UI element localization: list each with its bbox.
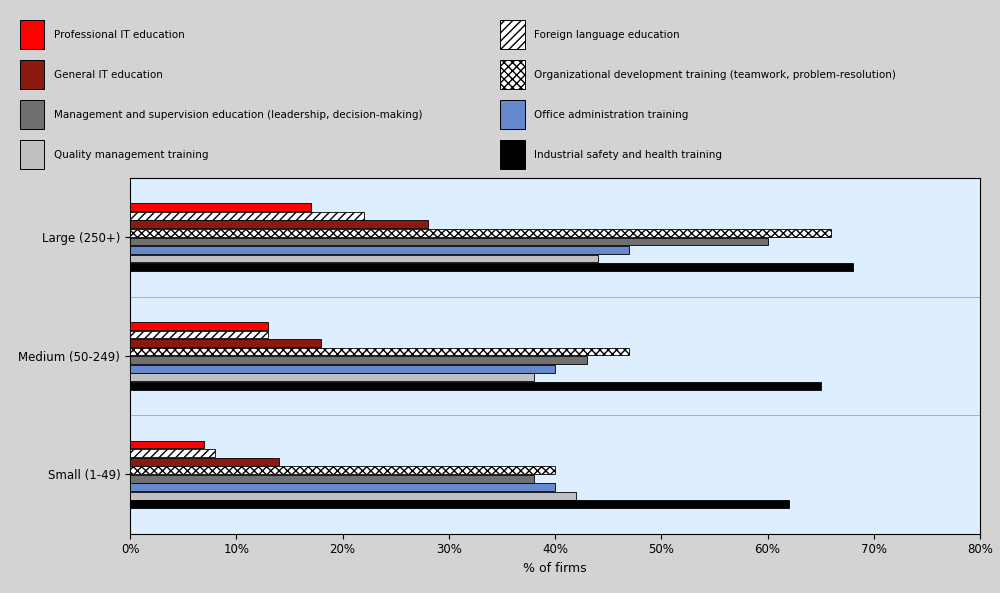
- Text: Office administration training: Office administration training: [534, 110, 689, 120]
- Bar: [130, 339, 321, 347]
- Bar: [130, 466, 555, 474]
- Bar: [130, 500, 789, 508]
- Text: Industrial safety and health training: Industrial safety and health training: [534, 150, 722, 160]
- Bar: [130, 221, 428, 228]
- Bar: [130, 347, 629, 355]
- Bar: [130, 373, 534, 381]
- Text: Professional IT education: Professional IT education: [54, 30, 185, 40]
- FancyBboxPatch shape: [20, 100, 44, 129]
- Bar: [130, 365, 555, 372]
- Text: Quality management training: Quality management training: [54, 150, 209, 160]
- Text: Management and supervision education (leadership, decision-making): Management and supervision education (le…: [54, 110, 423, 120]
- Bar: [130, 449, 215, 457]
- Text: General IT education: General IT education: [54, 70, 163, 80]
- Bar: [130, 492, 576, 500]
- Bar: [130, 246, 629, 254]
- FancyBboxPatch shape: [500, 141, 524, 169]
- Bar: [130, 263, 852, 271]
- Bar: [130, 356, 587, 364]
- Bar: [130, 322, 268, 330]
- Bar: [130, 238, 768, 246]
- Bar: [130, 254, 598, 263]
- Text: Organizational development training (teamwork, problem-resolution): Organizational development training (tea…: [534, 70, 896, 80]
- Bar: [130, 458, 279, 466]
- FancyBboxPatch shape: [500, 60, 524, 89]
- Bar: [130, 212, 364, 220]
- X-axis label: % of firms: % of firms: [523, 562, 587, 575]
- FancyBboxPatch shape: [500, 20, 524, 49]
- Bar: [130, 330, 268, 339]
- Text: Foreign language education: Foreign language education: [534, 30, 680, 40]
- Bar: [130, 441, 204, 448]
- Bar: [130, 203, 311, 211]
- Bar: [130, 483, 555, 491]
- Bar: [130, 382, 821, 390]
- Bar: [130, 229, 831, 237]
- FancyBboxPatch shape: [20, 20, 44, 49]
- FancyBboxPatch shape: [20, 141, 44, 169]
- FancyBboxPatch shape: [500, 100, 524, 129]
- FancyBboxPatch shape: [20, 60, 44, 89]
- Bar: [130, 475, 534, 483]
